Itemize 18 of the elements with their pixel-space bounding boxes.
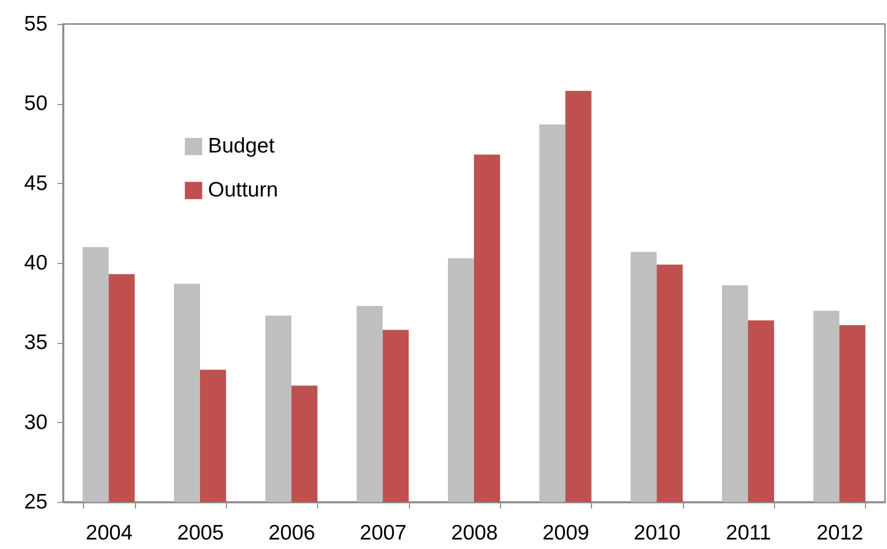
x-tick-label: 2009 [542, 522, 590, 544]
y-tick-label: 30 [24, 410, 48, 434]
x-tick-label: 2004 [86, 522, 133, 544]
y-tick-label: 40 [24, 252, 48, 274]
x-tick-label: 2008 [451, 522, 498, 544]
legend-label: Outturn [208, 178, 278, 202]
x-tick-label: 2005 [177, 522, 224, 544]
legend-label: Budget [208, 134, 275, 158]
y-tick-label: 35 [24, 331, 48, 354]
x-tick-label: 2006 [268, 522, 316, 544]
y-tick-label: 55 [24, 12, 48, 36]
x-tick-label: 2011 [726, 522, 772, 544]
y-tick-label: 25 [24, 490, 48, 514]
y-tick-label: 50 [24, 92, 48, 116]
x-tick-label: 2012 [816, 522, 864, 544]
x-tick-label: 2007 [360, 522, 407, 544]
x-tick-label: 2010 [634, 522, 681, 544]
y-tick-label: 45 [24, 172, 48, 195]
